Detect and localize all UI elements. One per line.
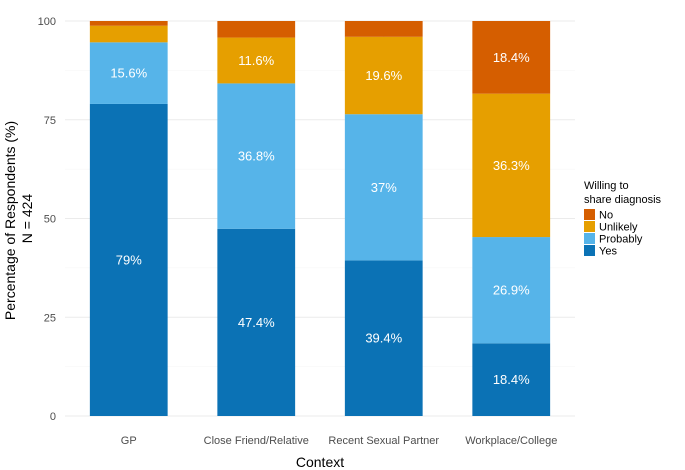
x-axis-title: Context bbox=[296, 454, 344, 470]
bar-segment-no bbox=[89, 21, 168, 26]
bar-segments bbox=[89, 21, 551, 416]
y-tick-label: 0 bbox=[50, 411, 56, 423]
bar-segment-yes bbox=[89, 103, 168, 416]
legend-label-unlikely: Unlikely bbox=[599, 222, 638, 234]
data-label: 79% bbox=[116, 252, 142, 267]
legend-title-line-2: share diagnosis bbox=[584, 194, 662, 206]
bar-segment-yes bbox=[217, 228, 296, 416]
x-axis-ticks: GP Close Friend/Relative Recent Sexual Par… bbox=[121, 435, 558, 447]
legend-label-yes: Yes bbox=[599, 246, 617, 258]
y-axis-title-line-1: Percentage of Respondents (%) bbox=[2, 121, 18, 320]
y-tick-label: 25 bbox=[44, 312, 56, 324]
data-label: 18.4% bbox=[493, 372, 530, 387]
legend-label-probably: Probably bbox=[599, 234, 643, 246]
bar-segment-yes bbox=[472, 343, 551, 416]
x-tick-label: GP bbox=[121, 435, 137, 447]
x-tick-label: Recent Sexual Partner bbox=[328, 435, 439, 447]
segment-labels: 79% 15.6% 47.4% 36.8% 11.6% 39.4% 37% 19.6% 18.4… bbox=[110, 50, 530, 387]
data-label: 11.6% bbox=[238, 53, 274, 68]
bar-segment-no bbox=[472, 21, 551, 94]
data-label: 15.6% bbox=[110, 66, 147, 81]
legend-title-line-1: Willing to bbox=[584, 180, 629, 192]
legend-swatch-unlikely bbox=[584, 221, 595, 232]
bar-segment-unlikely bbox=[344, 36, 423, 115]
y-axis-title: Percentage of Respondents (%) N = 424 bbox=[2, 117, 35, 320]
y-axis-ticks: 0 25 50 75 100 bbox=[38, 16, 56, 423]
bar-segment-unlikely bbox=[472, 93, 551, 238]
y-axis-title-line-2: N = 424 bbox=[19, 194, 35, 244]
legend-swatch-yes bbox=[584, 245, 595, 256]
legend-label-no: No bbox=[599, 210, 613, 222]
bar-segment-probably bbox=[89, 42, 168, 104]
y-tick-label: 100 bbox=[38, 16, 56, 28]
bar-segment-no bbox=[217, 21, 296, 38]
y-tick-label: 75 bbox=[44, 115, 56, 127]
data-label: 47.4% bbox=[238, 315, 275, 330]
data-label: 36.8% bbox=[238, 149, 275, 164]
bar-segment-probably bbox=[472, 237, 551, 344]
x-tick-label: Workplace/College bbox=[465, 435, 557, 447]
data-label: 26.9% bbox=[493, 283, 530, 298]
data-label: 36.3% bbox=[493, 158, 530, 173]
legend-swatch-probably bbox=[584, 233, 595, 244]
bar-segment-probably bbox=[217, 83, 296, 229]
y-tick-label: 50 bbox=[44, 214, 56, 226]
bar-segment-yes bbox=[344, 260, 423, 416]
bar-segment-unlikely bbox=[217, 37, 296, 84]
data-label: 19.6% bbox=[365, 68, 402, 83]
bar-segment-no bbox=[344, 21, 423, 37]
data-label: 37% bbox=[371, 180, 397, 195]
legend: Willing to share diagnosis NoUnlikelyPro… bbox=[584, 180, 662, 258]
data-label: 39.4% bbox=[365, 331, 402, 346]
bar-segment-probably bbox=[344, 114, 423, 261]
data-label: 18.4% bbox=[493, 50, 530, 65]
legend-swatch-no bbox=[584, 209, 595, 220]
bar-segment-unlikely bbox=[89, 25, 168, 43]
x-tick-label: Close Friend/Relative bbox=[204, 435, 309, 447]
